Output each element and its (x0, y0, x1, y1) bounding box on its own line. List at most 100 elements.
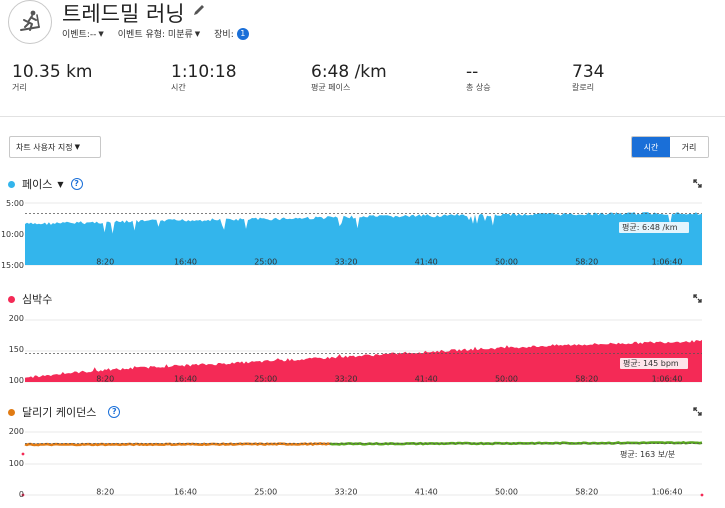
heart-rate-series-dot (8, 295, 15, 303)
event-label: 이벤트:-- (62, 30, 97, 40)
x-tick-label: 25:00 (254, 375, 277, 384)
start-marker (21, 493, 25, 497)
x-tick-label: 25:00 (254, 488, 277, 497)
heart_rate-average-label-bg (620, 358, 688, 369)
expand-icon[interactable] (693, 294, 702, 303)
expand-icon[interactable] (693, 179, 702, 188)
stat-value: 6:48 /km (311, 62, 387, 82)
heart-rate-chart[interactable]: 평균: 145 bpm 200 150 100 8:20 16:40 25:00 33:20 4… (0, 311, 725, 391)
x-tick-label: 16:40 (174, 258, 197, 267)
cadence-chart-header: 달리기 케이던스 ? (8, 404, 121, 420)
x-tick-label: 25:00 (254, 258, 277, 267)
cadence-average-label-bg (617, 449, 689, 460)
stat-value: 1:10:18 (171, 62, 237, 82)
x-tick-label: 8:20 (96, 258, 114, 267)
customize-chart-dropdown[interactable]: 차트 사용자 지정 ▼ (9, 136, 101, 158)
heart_rate-area-series (25, 339, 702, 382)
gear-link[interactable]: 장비: 1 (214, 27, 249, 40)
summary-stats: 10.35 km 거리 1:10:18 시간 6:48 /km 평균 페이스 -… (0, 62, 725, 102)
caret-down-icon[interactable]: ▼ (57, 179, 64, 189)
toggle-time-button[interactable]: 시간 (632, 137, 670, 157)
caret-down-icon: ▼ (74, 143, 80, 151)
y-tick-label: 15:00 (1, 261, 24, 270)
stat-value: -- (466, 62, 479, 82)
pace-average-label-bg (619, 222, 689, 233)
x-tick-label: 50:00 (495, 375, 518, 384)
x-tick-label: 41:40 (415, 258, 438, 267)
y-tick-label: 0 (19, 490, 24, 499)
stat-value: 10.35 km (12, 62, 93, 82)
x-tick-label: 33:20 (334, 375, 357, 384)
pencil-edit-icon[interactable] (192, 3, 206, 17)
pace-chart-header: 페이스 ▼ ? (8, 176, 83, 192)
axis-toggle: 시간 거리 (631, 136, 709, 158)
x-tick-label: 8:20 (96, 375, 114, 384)
x-tick-label: 8:20 (96, 488, 114, 497)
pace-chart[interactable]: 평균: 6:48 /km 5:00 10:00 15:00 8:20 16:40 25:00… (0, 194, 725, 274)
x-tick-label: 50:00 (495, 488, 518, 497)
x-tick-label: 41:40 (415, 488, 438, 497)
y-tick-label: 10:00 (1, 230, 24, 239)
stat-label: 칼로리 (572, 83, 595, 92)
cadence-chart[interactable]: 평균: 163 보/분 200 100 0 8:20 16:40 25:00 33:20 41:… (0, 424, 725, 504)
end-marker (700, 493, 704, 497)
y-tick-label: 150 (9, 345, 24, 354)
stat-label: 시간 (171, 83, 186, 92)
x-tick-label: 33:20 (334, 258, 357, 267)
heart-rate-chart-title: 심박수 (22, 293, 53, 306)
gear-label: 장비: (214, 30, 234, 40)
stat-distance: 10.35 km 거리 (12, 62, 92, 93)
event-type-label: 이벤트 유형: 미분류 (117, 30, 193, 40)
x-tick-label: 58:20 (575, 375, 598, 384)
stat-label: 총 상승 (466, 83, 491, 92)
caret-down-icon: ▼ (194, 29, 201, 38)
pace-average-label: 평균: 6:48 /km (622, 222, 678, 232)
y-tick-label: 200 (9, 314, 24, 323)
start-marker (21, 452, 25, 456)
expand-icon[interactable] (693, 407, 702, 416)
stat-elevation-gain: -- 총 상승 (466, 62, 491, 93)
x-tick-label: 50:00 (495, 258, 518, 267)
stat-avg-pace: 6:48 /km 평균 페이스 (311, 62, 387, 93)
x-tick-label: 33:20 (334, 488, 357, 497)
stat-value: 734 (572, 62, 605, 82)
y-tick-label: 200 (9, 427, 24, 436)
heart_rate-average-label: 평균: 145 bpm (623, 358, 679, 368)
y-tick-label: 5:00 (6, 199, 24, 208)
pace-series-dot (8, 180, 15, 188)
treadmill-running-icon (8, 0, 52, 44)
x-tick-label: 41:40 (415, 375, 438, 384)
event-type-dropdown[interactable]: 이벤트 유형: 미분류 ▼ (117, 27, 201, 41)
cadence-chart-title: 달리기 케이던스 (22, 406, 97, 419)
cadence-green-segment (329, 441, 703, 446)
gear-count-badge: 1 (236, 27, 249, 40)
heart-rate-chart-header: 심박수 (8, 291, 52, 307)
activity-meta: 이벤트:-- ▼ 이벤트 유형: 미분류 ▼ 장비: 1 (62, 27, 263, 40)
help-icon[interactable]: ? (70, 178, 83, 190)
x-tick-label: 58:20 (575, 258, 598, 267)
x-tick-label: 16:40 (174, 375, 197, 384)
stat-time: 1:10:18 시간 (171, 62, 237, 93)
pace-chart-title: 페이스 (22, 178, 53, 191)
stat-label: 평균 페이스 (311, 83, 351, 92)
help-icon[interactable]: ? (108, 406, 121, 418)
section-divider (0, 116, 725, 117)
pace-area-series (25, 212, 702, 265)
caret-down-icon: ▼ (98, 29, 104, 38)
event-dropdown[interactable]: 이벤트:-- ▼ (62, 27, 104, 41)
activity-header: 트레드밀 러닝 이벤트:-- ▼ 이벤트 유형: 미분류 ▼ 장비: 1 (0, 0, 725, 56)
y-tick-label: 100 (9, 376, 24, 385)
toggle-distance-button[interactable]: 거리 (670, 137, 708, 157)
activity-title: 트레드밀 러닝 (62, 2, 185, 26)
cadence-orange-segment (24, 442, 331, 447)
x-tick-label: 1:06:40 (652, 258, 683, 267)
stat-label: 거리 (12, 83, 27, 92)
customize-chart-label: 차트 사용자 지정 (16, 142, 73, 152)
y-tick-label: 100 (9, 459, 24, 468)
cadence-series-dot (8, 408, 15, 416)
x-tick-label: 1:06:40 (652, 488, 683, 497)
x-tick-label: 1:06:40 (652, 375, 683, 384)
cadence-average-label: 평균: 163 보/분 (620, 449, 675, 459)
x-tick-label: 58:20 (575, 488, 598, 497)
x-tick-label: 16:40 (174, 488, 197, 497)
